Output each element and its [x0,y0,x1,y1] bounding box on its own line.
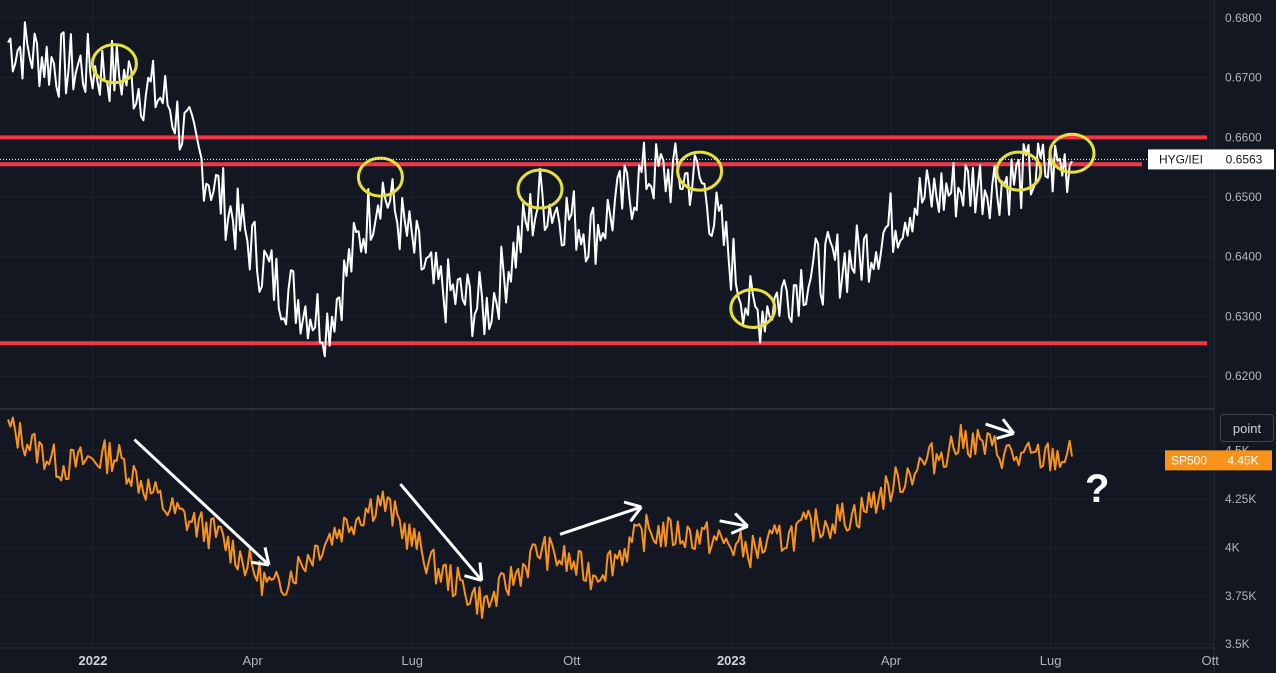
sp500-series [7,416,1073,619]
x-tick-label: Ott [563,653,581,668]
sp500-name-box [1165,450,1214,471]
hyg-iei-value-box [1214,149,1274,170]
highlight-circle [356,156,404,198]
top-y-tick-label: 0.6700 [1225,71,1262,85]
top-y-tick-label: 0.6200 [1225,369,1262,383]
x-tick-label: 2023 [717,653,746,668]
hyg-iei-series [7,21,1073,358]
top-y-tick-label: 0.6500 [1225,190,1262,204]
resistance-support-lines [0,135,1207,346]
highlight-circle [90,43,138,85]
downtrend-arrow [719,519,749,528]
highlight-circle [676,150,724,192]
sp500-name: SP500 [1171,453,1207,467]
hyg-iei-line [7,21,1073,358]
arrow-head [478,562,484,581]
question-mark-annotation: ? [1085,467,1109,511]
price-labels: HYG/IEI 0.6563 SP500 4.45K [0,149,1274,471]
highlight-circle [1048,132,1096,174]
arrow-head [464,574,483,582]
downtrend-arrow [985,422,1015,435]
grid [0,0,1214,648]
hyg-iei-name-box [1148,149,1214,170]
sp500-line [7,416,1073,619]
arrow-head [730,524,749,535]
arrow-head [734,512,749,528]
highlight-circle [729,287,777,329]
downtrend-arrow [559,505,642,536]
bottom-y-tick-label: 3.5K [1225,637,1250,651]
arrow-head [1001,418,1015,435]
downtrend-arrow [133,438,271,567]
scale-mode-button[interactable]: point [1220,414,1274,442]
highlight-circle [995,150,1043,192]
highlight-circle [516,168,564,210]
hyg-iei-price-label: HYG/IEI 0.6563 [1148,149,1274,170]
sp500-value: 4.45K [1227,453,1258,467]
x-tick-label: Apr [881,653,902,668]
highlight-circles [90,43,1096,329]
top-y-tick-label: 0.6800 [1225,11,1262,25]
arrow-head [263,547,271,566]
downtrend-arrow [399,483,483,582]
x-tick-label: Lug [401,653,423,668]
sp500-price-label: SP500 4.45K [1165,450,1272,471]
hyg-iei-name: HYG/IEI [1159,152,1203,166]
x-tick-label: 2022 [79,653,108,668]
bottom-y-tick-label: 4K [1225,540,1240,554]
top-y-tick-label: 0.6600 [1225,130,1262,144]
arrow-head [629,506,643,523]
bottom-y-tick-label: 4.25K [1225,492,1256,506]
arrow-head [623,500,642,509]
top-y-tick-label: 0.6400 [1225,250,1262,264]
sp500-value-box [1214,450,1272,471]
arrow-head [250,560,270,567]
hyg-iei-value: 0.6563 [1226,152,1263,166]
x-tick-label: Lug [1040,653,1062,668]
top-y-tick-label: 0.6300 [1225,309,1262,323]
bottom-y-tick-label: 3.75K [1225,589,1256,603]
arrow-head [996,431,1015,440]
x-tick-label: Ott [1202,653,1220,668]
downtrend-arrows [133,418,1015,582]
x-tick-label: Apr [242,653,263,668]
